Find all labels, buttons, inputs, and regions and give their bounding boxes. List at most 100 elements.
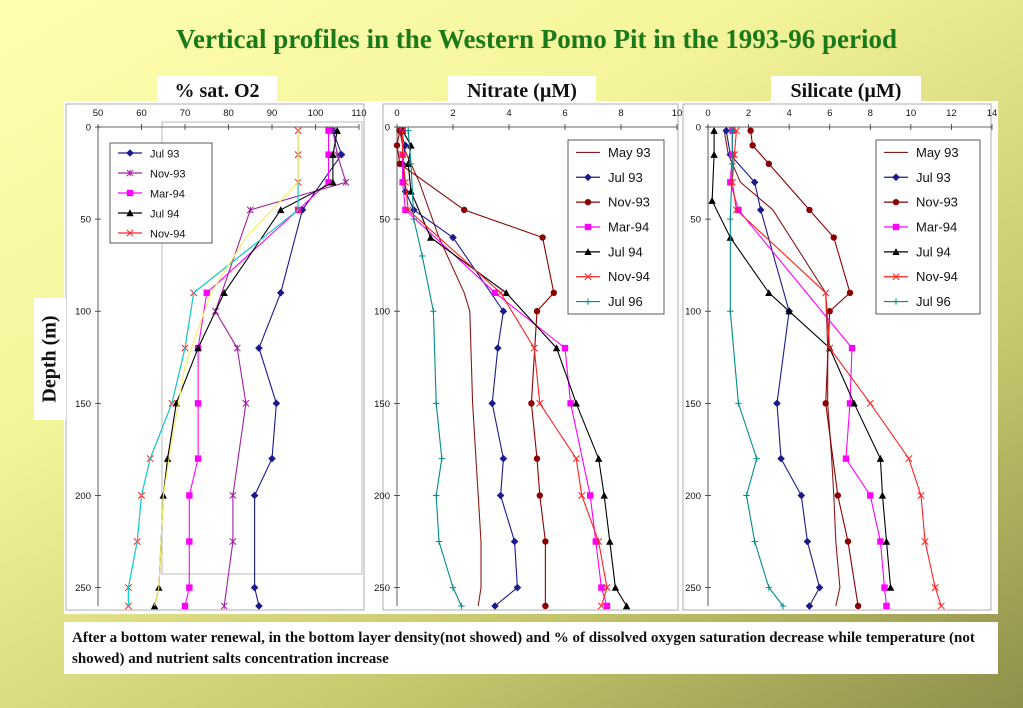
data-point [194, 344, 202, 352]
data-point [765, 160, 773, 168]
data-point [513, 583, 522, 592]
data-point [325, 179, 332, 186]
x-tick-label: 10 [906, 108, 917, 119]
x-tick-label: 60 [136, 108, 147, 119]
data-point [598, 584, 605, 591]
data-point [402, 206, 409, 214]
x-tick-label: 10 [672, 108, 683, 119]
x-tick-label: 0 [705, 108, 710, 119]
data-point [830, 234, 837, 241]
legend-label: Jul 94 [916, 244, 951, 259]
x-tick-label: 6 [827, 108, 832, 119]
data-point [727, 308, 734, 315]
series-line [750, 130, 859, 607]
x-tick-label: 14 [987, 108, 998, 119]
data-point [806, 206, 813, 214]
series-jul-96 [405, 127, 465, 610]
data-point [250, 491, 259, 500]
caption-text: After a bottom water renewal, in the bot… [64, 622, 998, 674]
data-point [597, 602, 605, 610]
data-point [499, 307, 508, 316]
data-point [229, 537, 237, 546]
legend-marker [126, 149, 134, 157]
data-point [567, 400, 574, 407]
chart-2: 0 2 4 6 8 10 12 14 0 50 100 150 200 250 May 93 Jul 93 No… [682, 103, 998, 611]
data-point [732, 206, 740, 214]
legend-marker [584, 223, 592, 231]
data-point [255, 344, 263, 352]
data-point [826, 344, 834, 352]
data-point [710, 126, 718, 134]
legend-label: Nov-94 [150, 229, 185, 241]
data-point [396, 160, 403, 168]
series-unlabeled-6 [154, 130, 299, 607]
data-point [572, 455, 580, 463]
data-point [834, 492, 842, 499]
legend-label: Jul 93 [916, 170, 951, 185]
legend-label: Nov-93 [916, 195, 958, 210]
data-point [449, 584, 457, 591]
data-point [530, 344, 538, 352]
data-point [499, 454, 508, 463]
y-tick-label: 250 [75, 583, 91, 594]
data-point [433, 492, 440, 499]
legend-label: Jul 94 [150, 209, 179, 221]
data-point [749, 142, 756, 149]
data-point [404, 206, 412, 214]
series-may-93 [723, 130, 841, 607]
legend-marker [584, 248, 592, 256]
series-jul-94 [708, 126, 895, 591]
silicate-chart-title: Silicate (µM) [771, 76, 921, 106]
legend-marker [126, 189, 134, 197]
data-point [765, 584, 773, 591]
y-tick-label: 0 [86, 123, 91, 134]
data-point [881, 584, 888, 591]
data-point [337, 150, 346, 159]
data-point [753, 455, 760, 462]
series-line [729, 130, 784, 607]
y-tick-label: 200 [75, 491, 91, 502]
data-point [750, 178, 759, 187]
data-point [229, 491, 237, 500]
y-tick-label: 50 [80, 215, 91, 226]
x-tick-label: 2 [450, 108, 455, 119]
legend-label: Mar-94 [916, 220, 957, 235]
legend-marker [892, 173, 900, 182]
data-point [600, 491, 608, 499]
legend-marker [126, 229, 134, 237]
data-point [877, 538, 884, 545]
data-point [494, 344, 502, 352]
data-point [510, 537, 519, 546]
data-point [751, 538, 758, 545]
data-point [729, 127, 736, 134]
x-tick-label: 70 [180, 108, 191, 119]
data-point [846, 400, 854, 407]
depth-axis-label: Depth (m) [38, 315, 61, 403]
data-point [905, 455, 913, 463]
legend-label: Nov-94 [916, 269, 958, 284]
data-point [433, 400, 440, 407]
series-mar-94 [181, 127, 332, 610]
series-jul-96 [727, 127, 787, 610]
data-point [430, 308, 437, 315]
data-point [866, 399, 874, 407]
plot-frame [65, 103, 365, 611]
x-tick-label: 80 [223, 108, 234, 119]
legend: May 93 Jul 93 Nov-93 Mar-94 Jul 94 Nov-94 Jul … [875, 139, 981, 315]
data-point [594, 454, 603, 462]
data-point [186, 538, 193, 545]
data-point [542, 538, 549, 545]
data-point [735, 206, 742, 214]
data-point [272, 399, 281, 408]
plot-frame [382, 103, 679, 611]
data-point [461, 206, 468, 214]
data-point [710, 150, 718, 158]
data-point [491, 602, 499, 610]
data-point [779, 602, 787, 610]
series-nov-93 [747, 127, 862, 610]
data-point [399, 179, 406, 186]
data-point [528, 400, 535, 407]
y-tick-label: 0 [385, 123, 390, 134]
